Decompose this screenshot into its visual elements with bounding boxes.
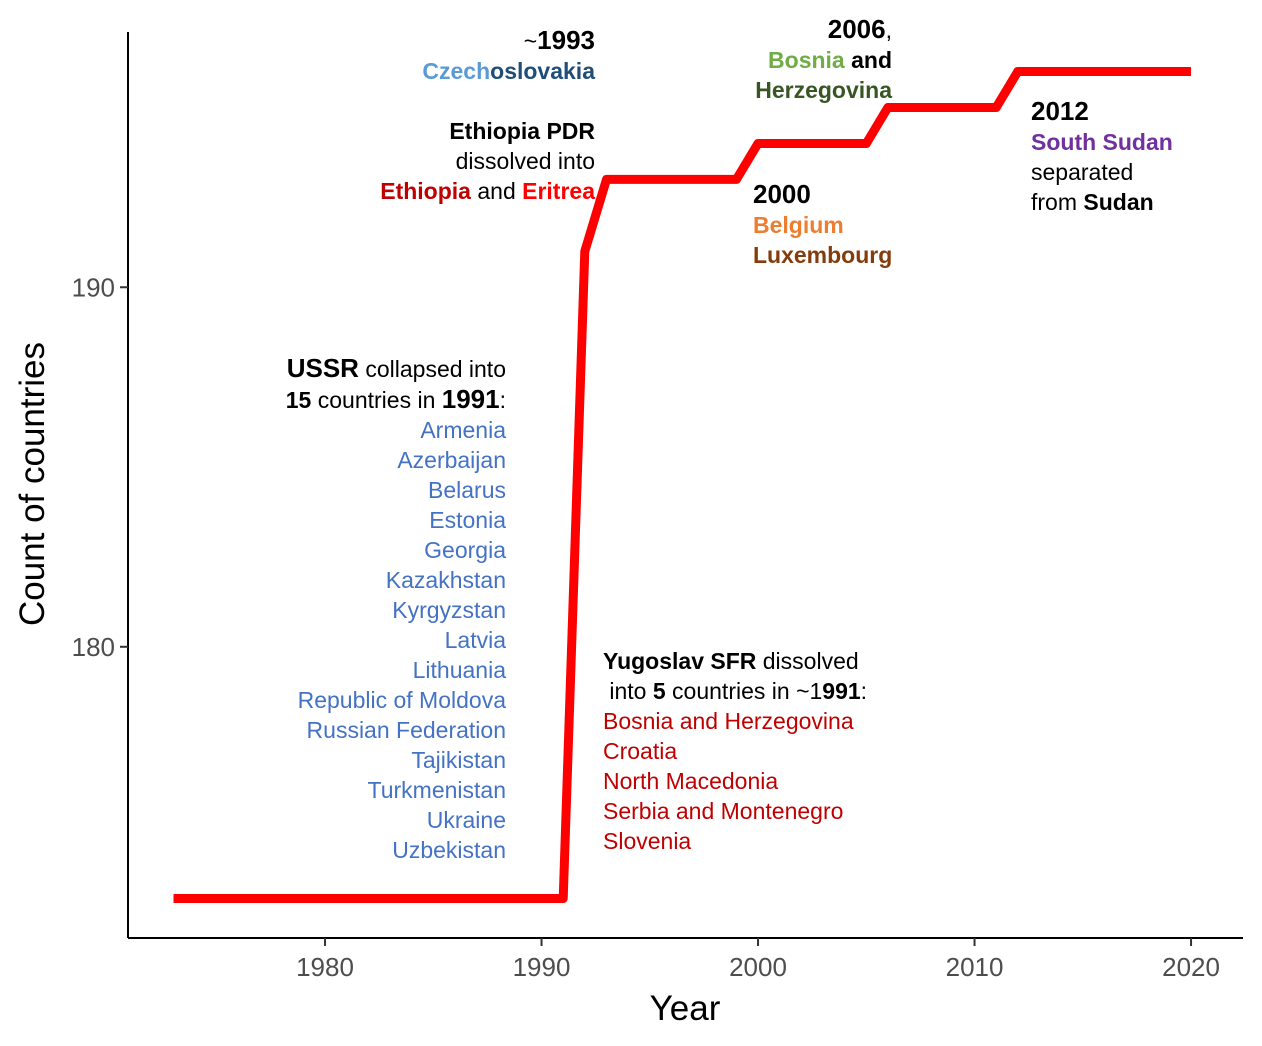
ethiopia-line2: dissolved into: [455, 148, 595, 174]
ussr-country-item: Latvia: [444, 627, 506, 653]
ethiopia-line3: Ethiopia and Eritrea: [380, 178, 595, 204]
yugoslav-country-item: North Macedonia: [603, 768, 779, 794]
x-tick-label: 2020: [1162, 952, 1220, 982]
ussr-country-item: Georgia: [424, 537, 506, 563]
ussr-country-item: Belarus: [428, 477, 506, 503]
eritrea-label: Eritrea: [522, 178, 595, 204]
yugoslav-heading-line1: Yugoslav SFR dissolved: [603, 648, 859, 674]
belgium-annotation: 2000 Belgium Luxembourg: [753, 179, 892, 270]
ussr-heading-line1: USSR collapsed into: [286, 353, 506, 383]
slovakia-label: oslovakia: [490, 58, 595, 84]
ethiopia-label: Ethiopia: [380, 178, 471, 204]
ussr-label: USSR: [286, 353, 359, 383]
czech-label: Czech: [422, 58, 491, 84]
y-axis-title: Count of countries: [13, 342, 52, 626]
ussr-country-item: Russian Federation: [306, 717, 506, 743]
year-1991: 1991: [441, 384, 500, 414]
ticks: 1980 1990 2000 2010 2020 180 190: [72, 272, 1220, 982]
herzegovina-label: Herzegovina: [755, 77, 892, 103]
yugoslav-country-item: Croatia: [603, 738, 678, 764]
south-sudan-label: South Sudan: [1031, 129, 1173, 155]
year-2006: 2006: [827, 14, 886, 44]
bosnia-annotation: 2006, Bosnia and Herzegovina: [755, 14, 892, 105]
x-tick-label: 2000: [729, 952, 787, 982]
year-2012: 2012: [1031, 96, 1089, 126]
series: [173, 67, 1191, 903]
x-tick-label: 1980: [296, 952, 354, 982]
y-tick-label: 190: [72, 272, 115, 302]
ussr-country-item: Republic of Moldova: [297, 687, 506, 713]
yugoslav-country-item: Bosnia and Herzegovina: [603, 708, 854, 734]
axes: [127, 32, 1243, 939]
year-prefix: ~: [523, 28, 538, 54]
ussr-country-item: Kyrgyzstan: [392, 597, 506, 623]
ethiopia-line1: Ethiopia PDR: [449, 118, 595, 144]
czechoslovakia-year-line: ~1993: [422, 25, 595, 56]
czechoslovakia-name-line: Czechoslovakia: [422, 56, 595, 86]
ussr-country-item: Azerbaijan: [397, 447, 506, 473]
belgium-label: Belgium: [753, 212, 844, 238]
year-2000: 2000: [753, 179, 811, 209]
separated-line: separated: [1031, 159, 1134, 185]
ussr-country-item: Kazakhstan: [385, 567, 506, 593]
ussr-country-item: Estonia: [429, 507, 506, 533]
ussr-country-item: Turkmenistan: [367, 777, 506, 803]
yugoslav-country-item: Slovenia: [603, 828, 692, 854]
ussr-country-item: Uzbekistan: [392, 837, 506, 863]
ussr-country-item: Lithuania: [412, 657, 506, 683]
x-tick-label: 2010: [946, 952, 1004, 982]
x-tick-label: 1990: [513, 952, 571, 982]
sudan-label: Sudan: [1083, 189, 1154, 215]
yugoslav-heading-line2: into 5 countries in ~1991:: [603, 678, 868, 704]
year-1993: 1993: [537, 25, 595, 55]
ussr-heading-line2: 15 countries in 1991:: [285, 384, 506, 414]
ussr-country-item: Tajikistan: [411, 747, 506, 773]
y-tick-label: 180: [72, 632, 115, 662]
yugoslav-country-item: Serbia and Montenegro: [603, 798, 844, 824]
yugoslav-label: Yugoslav SFR: [603, 648, 757, 674]
yugoslav-country-list: Bosnia and Herzegovina Croatia North Maced…: [603, 706, 867, 856]
bosnia-label: Bosnia: [768, 47, 845, 73]
x-axis-title: Year: [650, 989, 721, 1028]
south-sudan-annotation: 2012 South Sudan separated from Sudan: [1031, 96, 1173, 215]
country-count-line: [173, 67, 1191, 903]
bosnia-name-line: Bosnia and: [768, 47, 892, 73]
czechoslovakia-annotation: ~1993 Czechoslovakia: [422, 25, 595, 86]
ussr-annotation: USSR collapsed into 15 countries in 1991…: [286, 353, 506, 865]
luxembourg-label: Luxembourg: [753, 242, 893, 268]
ussr-country-item: Armenia: [420, 417, 506, 443]
bosnia-year-line: 2006,: [827, 14, 892, 44]
ethiopia-annotation: Ethiopia PDR dissolved into Ethiopia and…: [380, 116, 595, 206]
ussr-country-list: Armenia Azerbaijan Belarus Estonia Georgia Ka…: [286, 415, 506, 865]
ussr-country-item: Ukraine: [426, 807, 506, 833]
yugoslav-annotation: Yugoslav SFR dissolved into 5 countries …: [603, 646, 867, 856]
herzegovina-line: Herzegovina: [755, 75, 892, 105]
